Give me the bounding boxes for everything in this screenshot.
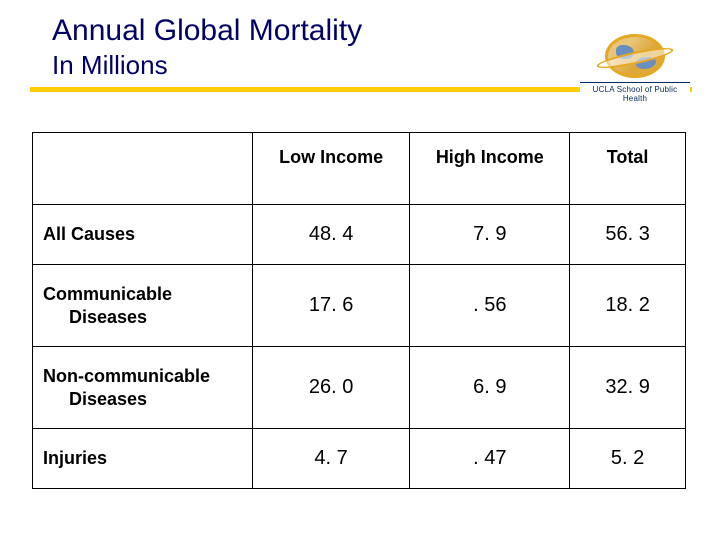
cell-value: 7. 9 [410,205,570,265]
row-label-line: Diseases [43,306,244,329]
col-header-high-income: High Income [410,133,570,205]
table-row: Injuries 4. 7. 475. 2 [33,429,686,489]
row-label-line: Injuries [43,448,107,468]
cell-value: 32. 9 [570,347,686,429]
table-row: Communicable Diseases17. 6. 5618. 2 [33,265,686,347]
row-label-line: Non-communicable [43,366,210,386]
logo-caption: UCLA School of Public Health [580,82,690,103]
cell-value: 4. 7 [252,429,410,489]
cell-value: . 56 [410,265,570,347]
cell-value: 18. 2 [570,265,686,347]
mortality-table-wrap: Low Income High Income Total All Causes 4… [0,92,720,489]
row-label: All Causes [33,205,253,265]
slide-header: Annual Global Mortality In Millions UCLA… [0,0,720,81]
table-header-blank [33,133,253,205]
cell-value: 6. 9 [410,347,570,429]
ucla-logo: UCLA School of Public Health [580,34,690,98]
row-label: Injuries [33,429,253,489]
row-label-line: All Causes [43,224,135,244]
col-header-low-income: Low Income [252,133,410,205]
table-row: All Causes 48. 47. 956. 3 [33,205,686,265]
table-body: All Causes 48. 47. 956. 3 Communicable Dis… [33,205,686,489]
row-label-line: Diseases [43,388,244,411]
cell-value: 17. 6 [252,265,410,347]
cell-value: 48. 4 [252,205,410,265]
table-row: Non-communicable Diseases26. 06. 932. 9 [33,347,686,429]
cell-value: . 47 [410,429,570,489]
row-label: Communicable Diseases [33,265,253,347]
table-header-row: Low Income High Income Total [33,133,686,205]
row-label: Non-communicable Diseases [33,347,253,429]
cell-value: 56. 3 [570,205,686,265]
mortality-table: Low Income High Income Total All Causes 4… [32,132,686,489]
cell-value: 5. 2 [570,429,686,489]
col-header-total: Total [570,133,686,205]
row-label-line: Communicable [43,284,172,304]
cell-value: 26. 0 [252,347,410,429]
